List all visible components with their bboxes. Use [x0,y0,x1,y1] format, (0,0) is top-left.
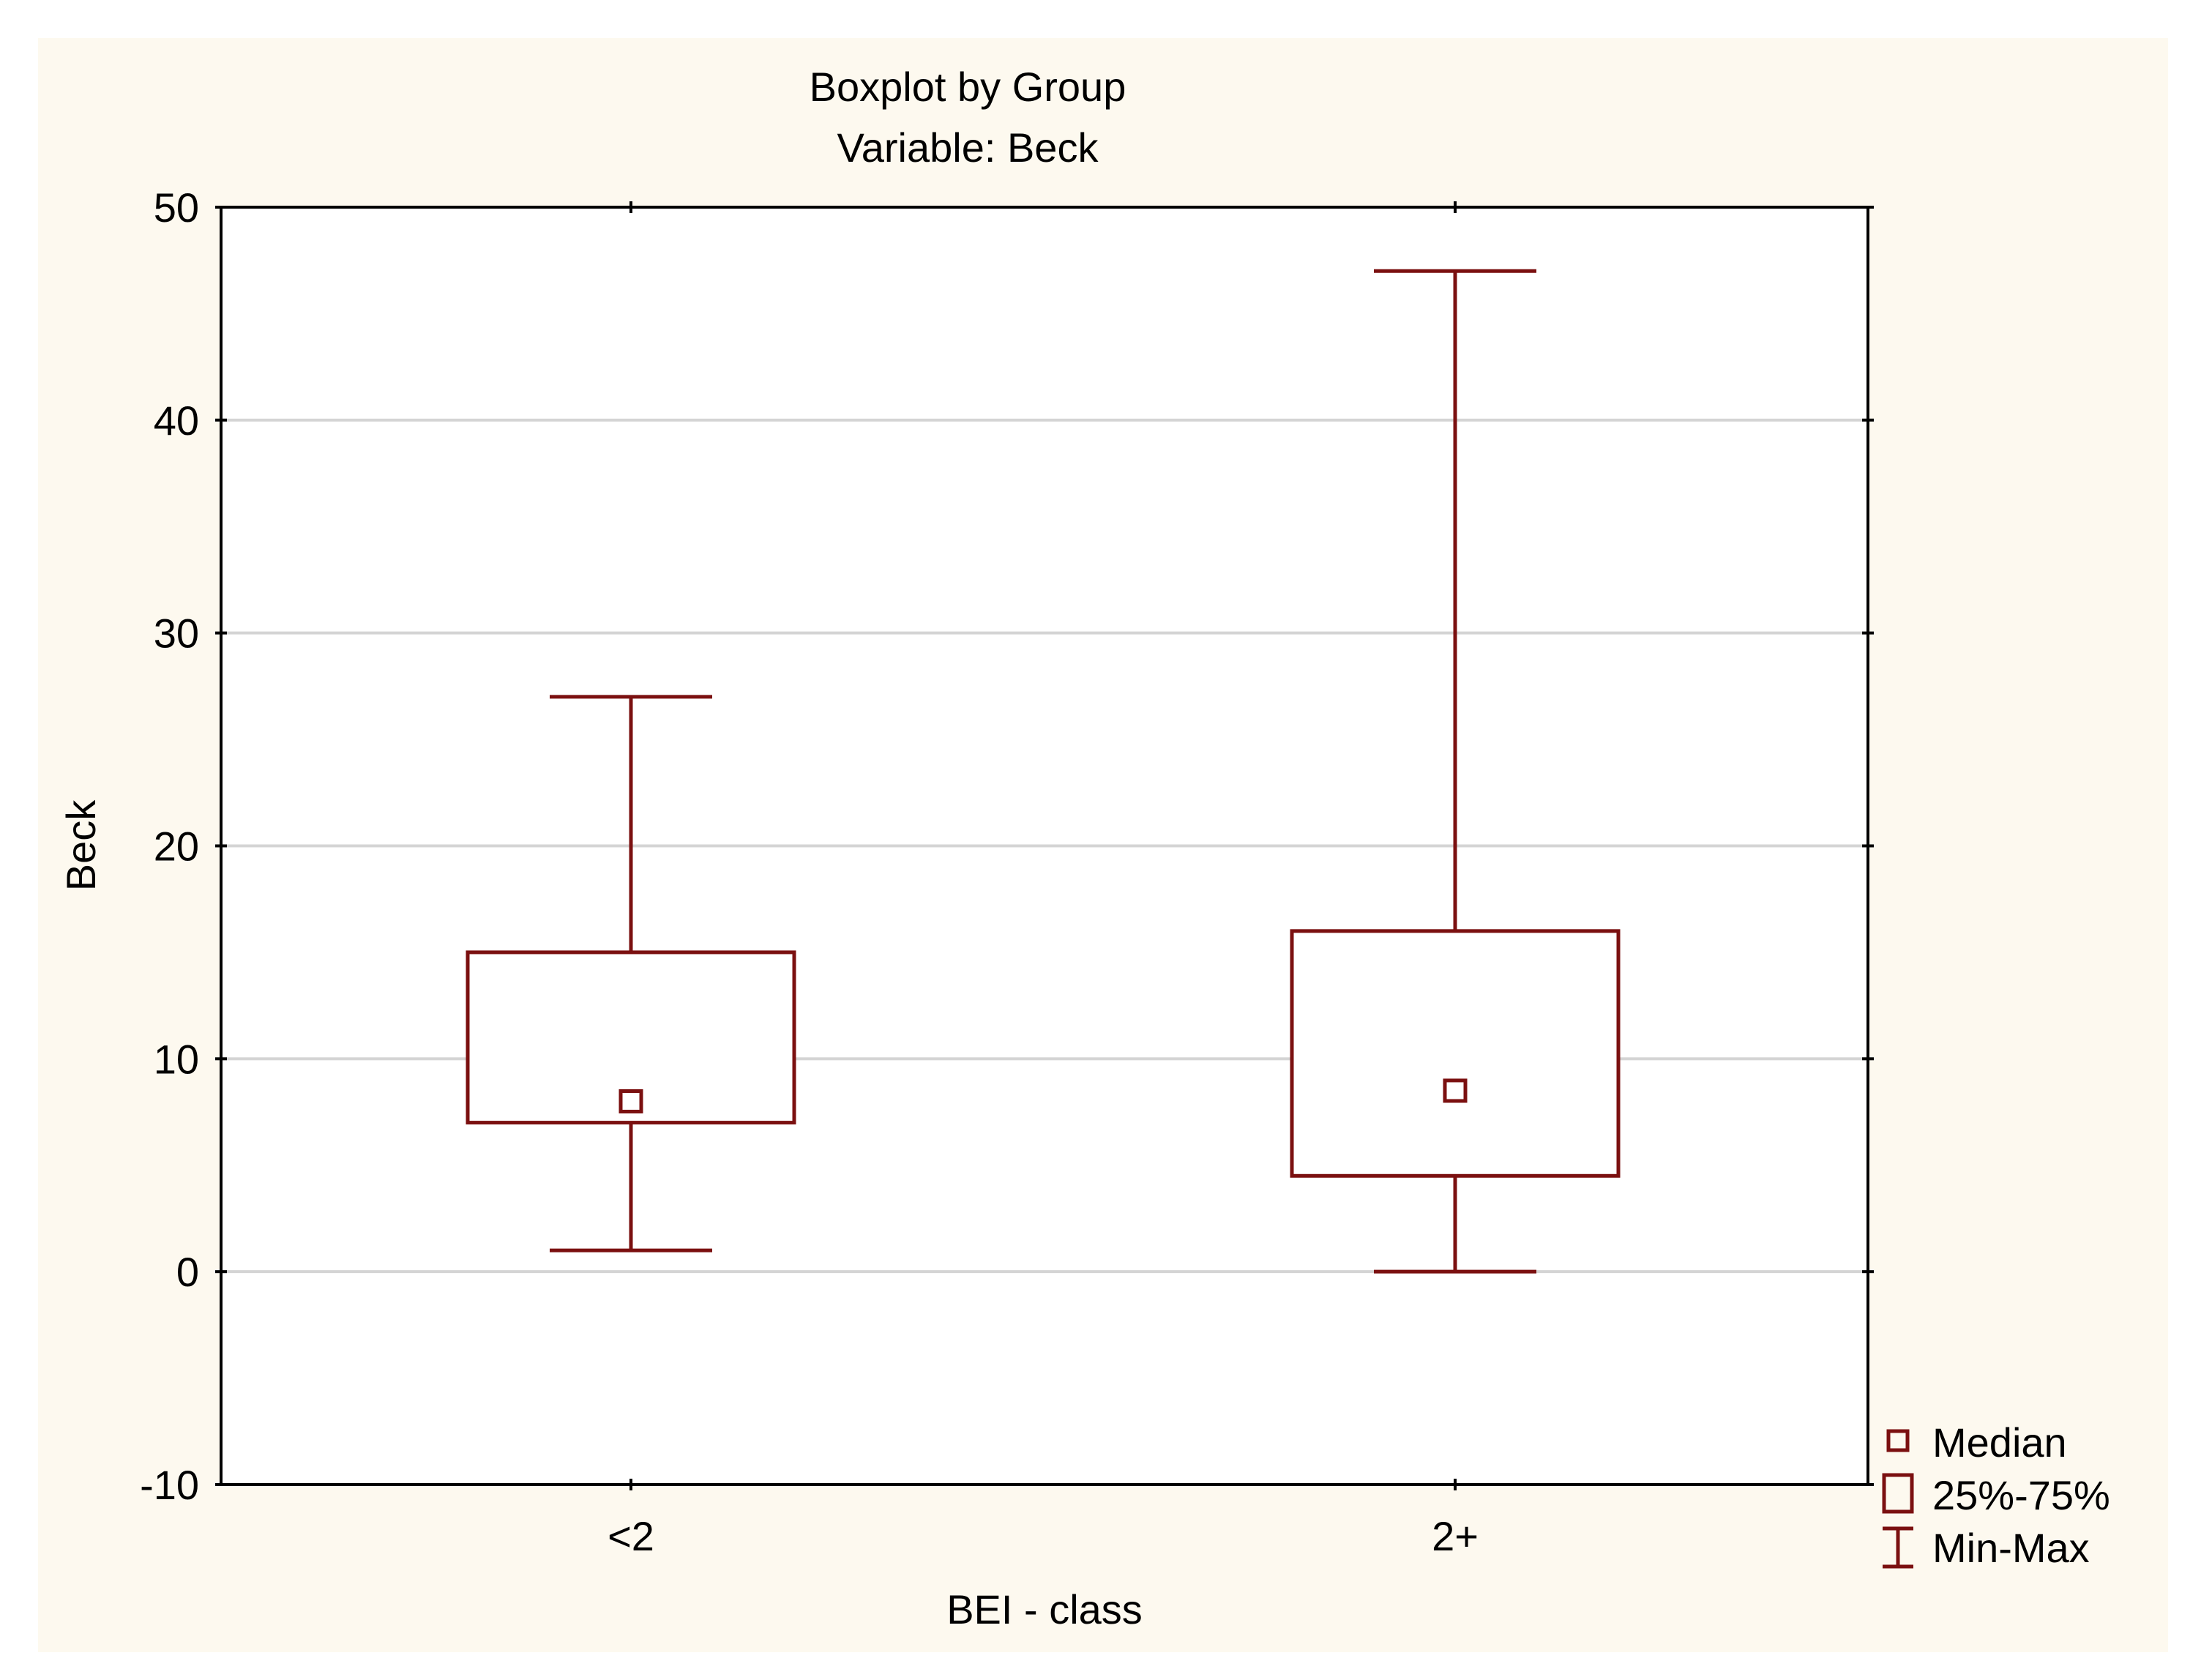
x-tick-label: <2 [608,1513,654,1559]
y-tick-labels: 50 40 30 20 10 0 -10 [140,184,199,1508]
y-tick-label: 50 [154,184,199,231]
median-marker [619,1089,643,1113]
y-tick-label: 40 [154,397,199,444]
legend: Median 25%-75% Min-Max [1882,1419,2110,1571]
chart-subtitle: Variable: Beck [837,124,1099,171]
y-tick-label: 0 [176,1249,199,1295]
plot-frame [220,206,1869,1486]
legend-whisker-label: Min-Max [1932,1525,2090,1571]
y-tick-label: 20 [154,824,199,870]
y-axis-label: Beck [58,799,104,891]
x-axis-label: BEI - class [946,1586,1143,1632]
y-tick-label: -10 [140,1462,199,1508]
chart-title: Boxplot by Group [810,64,1126,110]
x-tick-label: 2+ [1432,1513,1479,1559]
legend-box-icon [1882,1473,1914,1514]
legend-box-label: 25%-75% [1932,1472,2110,1518]
box-group [1290,269,1621,1274]
y-tick-label: 10 [154,1036,199,1082]
legend-median-icon [1886,1429,1910,1452]
iqr-box [1290,929,1621,1178]
boxplot-series [466,269,1621,1274]
legend-whisker-icon [1883,1526,1913,1569]
legend-median-label: Median [1932,1419,2067,1466]
box-group [466,695,796,1252]
y-tick-label: 30 [154,611,199,657]
x-tick-labels: <2 2+ [608,1513,1479,1559]
median-marker [1443,1078,1468,1103]
